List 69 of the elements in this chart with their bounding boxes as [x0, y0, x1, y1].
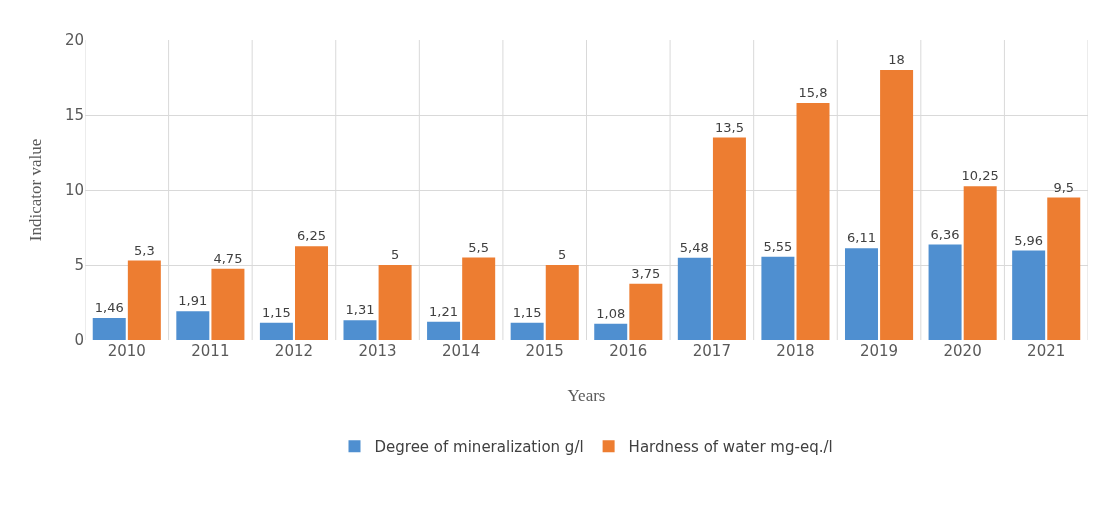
- x-tick-label: 2018: [776, 342, 815, 360]
- data-label: 1,15: [512, 304, 542, 320]
- data-label: 18: [888, 52, 905, 67]
- bar: [844, 248, 878, 340]
- bar: [462, 257, 496, 340]
- y-tick-label: 20: [64, 31, 84, 50]
- bar: [928, 244, 962, 340]
- data-label: 10,25: [961, 168, 999, 184]
- legend-label: Hardness of water mg-eq./l: [628, 438, 833, 457]
- bar: [880, 70, 914, 340]
- data-label: 6,25: [297, 228, 326, 244]
- data-label: 15,8: [798, 85, 828, 100]
- data-label: 5,5: [468, 239, 490, 255]
- bar: [545, 265, 579, 340]
- bar: [629, 283, 663, 340]
- bar: [510, 322, 544, 340]
- data-label: 5: [558, 247, 567, 262]
- data-label: 5,96: [1014, 232, 1044, 248]
- x-tick-label: 2015: [525, 342, 564, 360]
- x-tick-label: 2010: [107, 342, 146, 360]
- x-tick-label: 2012: [274, 342, 314, 360]
- y-axis-title: Indicator value: [26, 138, 45, 242]
- x-tick-label: 2020: [943, 342, 982, 360]
- data-label: 1,21: [429, 303, 459, 319]
- data-label: 4,75: [213, 250, 243, 266]
- bar: [594, 323, 628, 340]
- y-tick-label: 5: [74, 256, 84, 275]
- bar: [1047, 197, 1081, 340]
- bar: [1012, 250, 1046, 340]
- bar: [343, 320, 377, 340]
- x-axis-title: Years: [567, 386, 606, 405]
- data-label: 9,5: [1053, 179, 1075, 195]
- bar: [211, 268, 245, 340]
- bar: [712, 137, 746, 340]
- x-tick-label: 2017: [692, 342, 731, 360]
- x-tick-label: 2011: [191, 342, 230, 360]
- bar: [761, 256, 795, 340]
- bar: [963, 186, 997, 340]
- bar: [127, 260, 161, 340]
- x-tick-label: 2019: [859, 342, 899, 360]
- data-label: 1,91: [178, 293, 208, 309]
- bar: [677, 257, 711, 340]
- data-label: 13,5: [714, 119, 744, 135]
- data-label: 6,11: [847, 230, 876, 246]
- bar: [427, 321, 461, 340]
- data-label: 1,15: [261, 304, 291, 320]
- data-label: 3,75: [631, 265, 661, 281]
- y-tick-label: 10: [64, 181, 84, 200]
- x-tick-label: 2016: [609, 342, 648, 360]
- x-tick-label: 2013: [358, 342, 397, 360]
- data-label: 1,31: [345, 302, 375, 318]
- bar: [796, 103, 830, 340]
- y-tick-label: 0: [74, 331, 84, 350]
- data-label: 1,08: [596, 305, 626, 321]
- bar: [295, 246, 329, 340]
- data-label: 5,55: [763, 238, 793, 254]
- bar: [92, 318, 126, 340]
- data-label: 5,48: [679, 239, 709, 255]
- y-tick-label: 15: [64, 106, 84, 125]
- bar: [259, 322, 293, 340]
- data-label: 1,46: [94, 300, 124, 316]
- bar: [378, 265, 412, 340]
- x-tick-label: 2021: [1027, 342, 1066, 360]
- bar: [176, 311, 210, 340]
- legend-label: Degree of mineralization g/l: [374, 438, 584, 457]
- data-label: 5,3: [134, 242, 155, 258]
- x-tick-label: 2014: [442, 342, 481, 360]
- data-label: 6,36: [930, 226, 960, 242]
- data-label: 5: [390, 247, 400, 262]
